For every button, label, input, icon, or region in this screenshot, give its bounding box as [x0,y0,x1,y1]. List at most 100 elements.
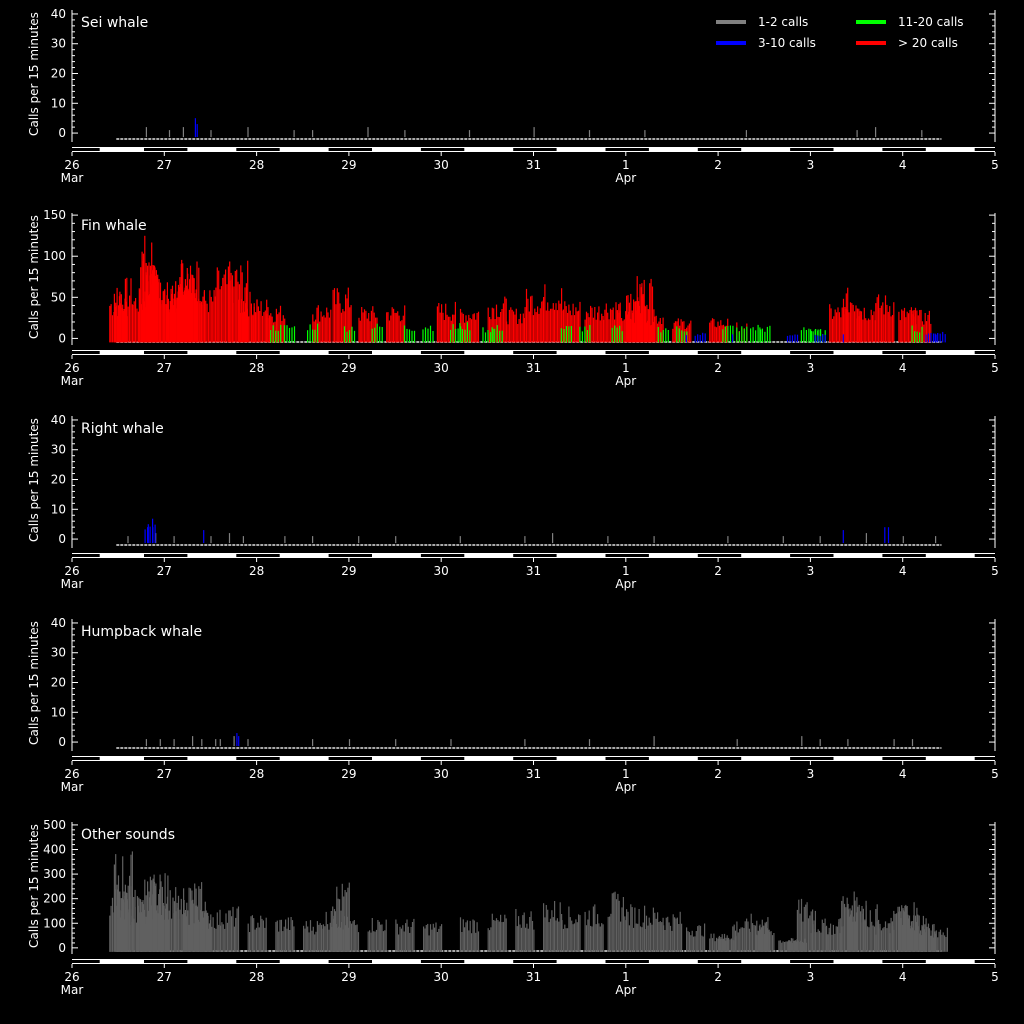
bar [482,327,484,343]
bar [332,289,334,343]
bar [147,881,149,952]
bar [372,306,374,343]
bar [319,321,321,343]
bar [402,925,404,952]
bar [429,325,432,343]
bar [165,908,167,952]
bar [387,312,389,343]
bar [902,310,904,343]
bar [575,919,577,952]
bar [404,305,406,343]
bar [819,336,821,343]
bar [873,311,875,343]
y-tick-label: 0 [58,735,66,749]
bar [734,930,737,952]
bar [597,312,599,343]
bar [810,911,812,952]
bar [459,536,461,544]
x-month-label: Apr [615,983,636,997]
bar [373,312,375,343]
bar [639,284,641,343]
bar [628,302,630,343]
bar [787,941,789,952]
bar [928,928,930,952]
bar [644,929,646,952]
bar [330,309,332,343]
bar [747,921,749,952]
bar [499,330,501,343]
x-tick-label: 28 [249,970,264,984]
bar [326,307,328,343]
bar [686,927,688,952]
bar [937,937,939,952]
bar [684,329,686,343]
bar [312,329,314,343]
x-month-label: Apr [615,780,636,794]
bar [601,923,603,952]
bar [841,900,843,952]
bar [450,739,452,747]
bar [254,929,256,952]
bar [613,892,615,952]
bar [858,904,860,952]
bar [235,917,237,952]
bar [737,932,739,952]
bar [393,308,395,343]
bar [595,319,597,343]
bar [814,910,816,952]
bar [694,936,696,952]
bar [862,319,864,343]
bar [203,290,205,343]
bar [323,315,325,343]
bar [530,911,532,952]
night-segment [513,554,557,557]
bar [588,317,590,343]
bar [188,887,190,952]
bar [810,331,812,343]
bar [769,931,771,952]
bar [592,317,594,343]
bar [544,917,546,952]
bar [586,330,588,343]
bar [935,930,937,952]
bar [848,312,850,343]
bar [514,314,516,343]
night-segment [882,960,926,963]
bar [212,301,214,343]
night-segment [72,554,100,557]
x-tick-label: 28 [249,564,264,578]
bar [836,312,838,343]
bar [138,288,140,343]
bar [272,325,274,343]
x-tick-label: 30 [434,767,449,781]
bar [654,912,656,952]
bar [814,932,816,952]
bar [501,330,503,343]
bar [207,912,209,952]
bar [213,290,215,343]
bar [378,921,380,952]
x-tick-label: 1 [622,564,630,578]
bar [598,306,600,343]
bar [349,921,351,952]
bar [795,941,798,952]
bar [308,932,310,952]
bar [559,303,561,343]
bar [882,928,884,952]
bar [619,325,621,343]
bar [714,326,716,343]
bar [733,924,735,952]
bar [748,928,750,952]
bar [554,309,556,343]
bar [154,267,156,343]
bar [200,910,202,952]
bar [531,295,533,343]
bar [543,297,545,343]
bar [743,928,745,952]
bar [450,320,452,343]
bar [567,928,569,952]
bar [507,324,509,343]
bar [291,327,293,343]
bar [919,933,921,952]
bar [191,890,193,952]
